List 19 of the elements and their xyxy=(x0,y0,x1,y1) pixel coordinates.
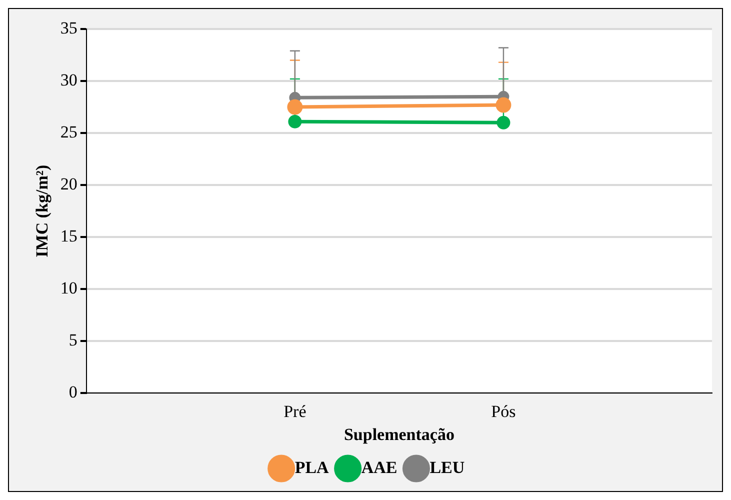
y-tick-label: 35 xyxy=(60,18,78,38)
y-tick-label: 0 xyxy=(68,382,78,402)
point xyxy=(496,97,512,113)
y-tick-label: 25 xyxy=(60,122,78,142)
y-tick-label: 10 xyxy=(60,278,78,298)
point xyxy=(496,116,510,130)
legend-label: AAE xyxy=(361,458,398,477)
legend-label: PLA xyxy=(294,458,330,477)
y-tick-label: 30 xyxy=(60,70,78,90)
y-tick-label: 20 xyxy=(60,174,78,194)
x-tick-label: Pré xyxy=(284,402,306,421)
y-tick-label: 5 xyxy=(68,330,78,350)
legend-label: LEU xyxy=(430,458,465,477)
y-tick-label: 15 xyxy=(60,226,78,246)
x-tick-label: Pós xyxy=(491,402,516,421)
y-axis-title: IMC (kg/m²) xyxy=(32,164,52,258)
x-axis-title: Suplementação xyxy=(344,425,454,444)
point xyxy=(287,99,303,115)
point xyxy=(288,114,302,128)
